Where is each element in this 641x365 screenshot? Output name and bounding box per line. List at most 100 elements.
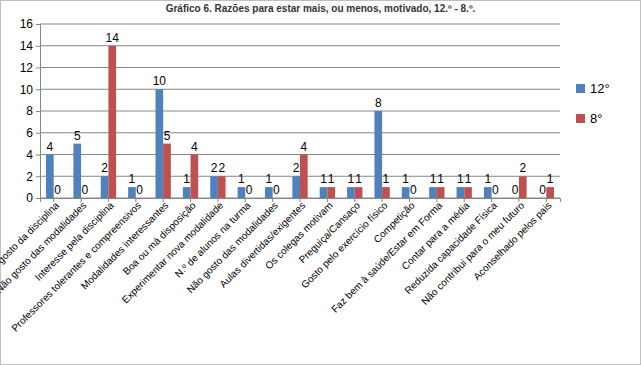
legend-swatch [576,84,585,93]
legend: 12° 8° [576,81,610,126]
grid-line [40,45,560,46]
data-label: 4 [191,140,198,154]
data-label: 1 [547,172,554,186]
y-tick-label: 16 [20,17,34,31]
data-label: 10 [153,74,167,88]
chart: Gráfico 6. Razões para estar mais, ou me… [0,0,641,365]
bar [265,187,273,198]
bar [46,155,54,199]
bar [81,198,89,199]
x-tick-label: Não contribui para o meu futuro [419,199,527,307]
y-tick-mark [36,24,40,25]
data-label: 4 [300,140,307,154]
legend-item: 8° [576,111,602,126]
data-label: 2 [101,161,108,175]
data-label: 5 [74,129,81,143]
bar [273,198,281,199]
bar [191,155,199,199]
data-label: 0 [512,183,519,197]
data-label: 0 [82,183,89,197]
bar [457,187,465,198]
y-tick-label: 4 [26,148,33,162]
x-tick: Não contribui para o meu futuro [419,198,527,307]
bar [409,198,417,199]
data-label: 0 [539,183,546,197]
y-tick-label: 12 [20,61,34,75]
bar [54,198,62,199]
data-label: 1 [238,172,245,186]
y-tick: 8 [26,104,40,118]
series-labels: 00140542004111011021 [54,31,554,197]
data-label: 0 [54,183,61,197]
y-tick-mark [36,89,40,90]
y-tick: 6 [26,126,40,140]
x-tick: Experimentar nova modalidade [120,198,226,305]
bar [347,187,355,198]
data-label: 14 [106,31,120,45]
y-tick-label: 2 [26,170,33,184]
bar [327,187,335,198]
bar [492,198,500,199]
x-tick-label: Experimentar nova modalidade [120,199,226,305]
bar [402,187,410,198]
bar [183,187,191,198]
y-tick-mark [36,46,40,47]
bar [292,176,300,198]
legend-label: 8° [590,111,602,126]
y-tick-mark [36,155,40,156]
y-tick-mark [36,111,40,112]
bar [128,187,136,198]
x-tick-label: Gosto pelo exercício físico [299,199,390,290]
bar [210,176,218,198]
bars [46,46,554,198]
series-bars [108,46,554,198]
grid-line [40,67,560,68]
y-tick: 4 [26,148,40,162]
data-label: 0 [410,183,417,197]
grid-line [40,132,560,133]
y-tick: 2 [26,170,40,184]
bar [155,89,163,198]
y-axis-line [36,25,41,199]
data-label: 1 [183,172,190,186]
bar [238,187,246,198]
y-tick: 16 [20,17,40,31]
grid-line [40,111,560,112]
grid-line [40,24,560,25]
y-tick-label: 14 [20,39,34,53]
bar [163,144,171,198]
data-label: 4 [47,140,54,154]
x-tick: Gosto pelo exercício físico [299,198,390,290]
grid-line [40,89,560,90]
bar [245,198,253,199]
data-label: 8 [375,96,382,110]
data-label: 1 [402,172,409,186]
data-label: 2 [218,161,225,175]
bar [320,187,328,198]
bar [464,187,472,198]
y-tick-label: 6 [26,126,33,140]
y-tick: 0 [26,191,40,205]
legend-item: 12° [576,81,610,96]
series-labels: 45211012112118111100 [47,74,547,197]
y-tick-mark [36,198,40,199]
legend-swatch [576,114,585,123]
y-tick-label: 0 [26,191,33,205]
data-label: 2 [293,161,300,175]
bar [136,198,144,199]
data-label: 5 [164,129,171,143]
y-tick-label: 8 [26,104,33,118]
data-label: 1 [430,172,437,186]
data-label: 2 [211,161,218,175]
bar [484,187,492,198]
data-label: 2 [519,161,526,175]
data-label: 1 [355,172,362,186]
y-tick-mark [36,133,40,134]
y-tick-label: 10 [20,83,34,97]
bar [374,111,382,198]
bar [382,187,390,198]
y-axis: 0 2 4 6 8 10 12 14 16 [20,17,41,205]
data-label: 1 [320,172,327,186]
y-tick-mark [36,68,40,69]
bar [218,176,226,198]
